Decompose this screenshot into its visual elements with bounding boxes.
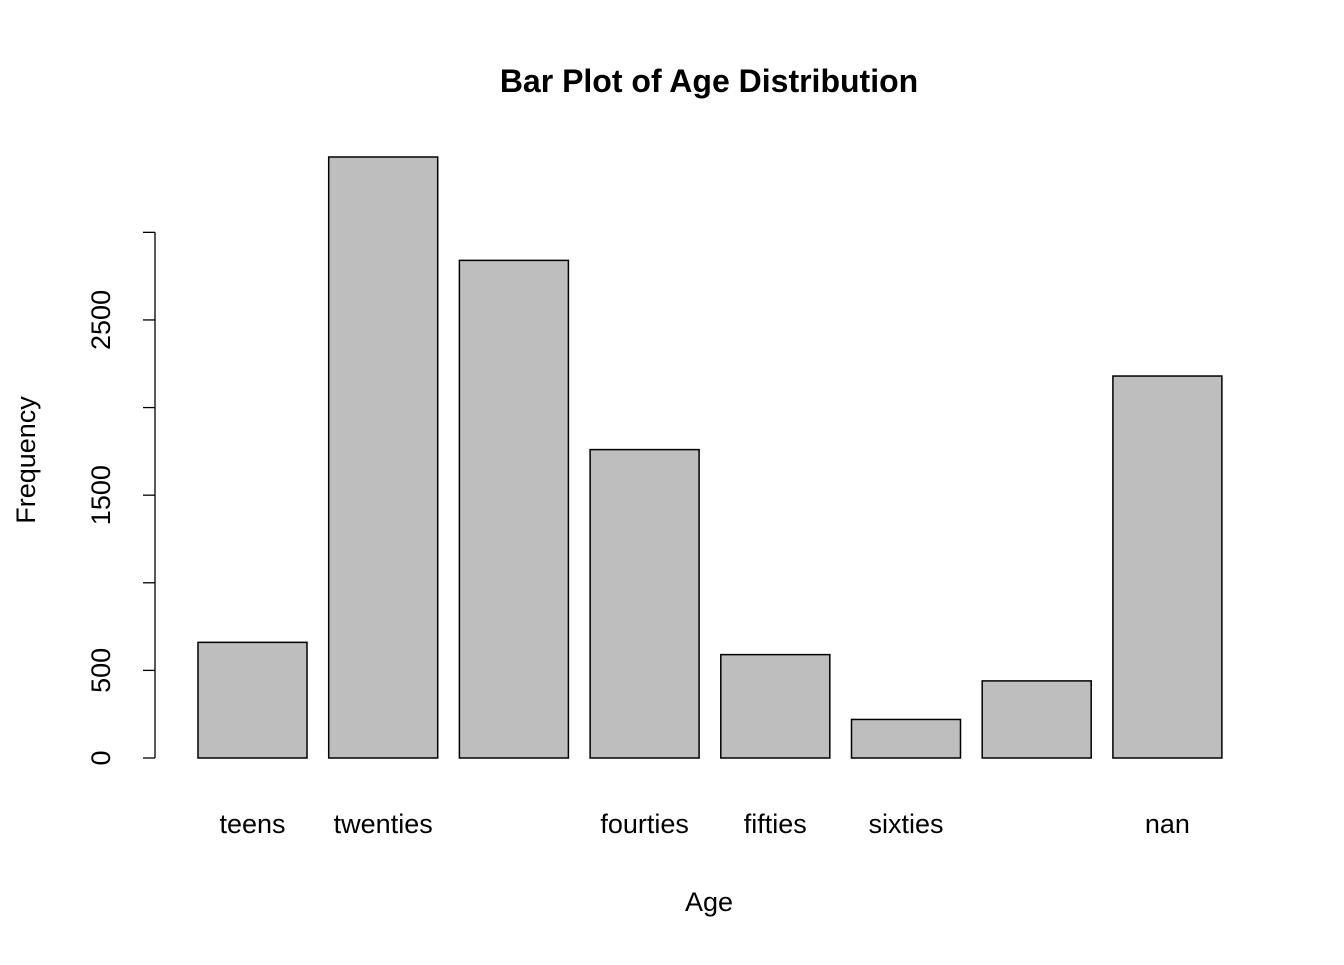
bar — [589, 448, 700, 759]
bar — [850, 718, 962, 759]
y-tick-label: 500 — [86, 648, 116, 693]
x-tick-label: sixties — [868, 809, 943, 839]
y-axis-label: Frequency — [11, 396, 41, 524]
x-axis-label: Age — [685, 887, 733, 917]
bar — [981, 680, 1092, 759]
bar — [458, 259, 570, 759]
x-tick-label: teens — [219, 809, 285, 839]
bar — [327, 156, 439, 759]
bar — [1112, 375, 1223, 759]
y-tick-label: 2500 — [86, 290, 116, 350]
y-tick-label: 0 — [86, 750, 116, 765]
bar — [720, 653, 831, 759]
x-tick-label: fifties — [744, 809, 807, 839]
x-tick-label: fourties — [600, 809, 689, 839]
chart-title: Bar Plot of Age Distribution — [500, 63, 918, 99]
x-tick-label: twenties — [334, 809, 433, 839]
bar — [197, 641, 308, 759]
y-tick-label: 1500 — [86, 465, 116, 525]
x-tick-label: nan — [1145, 809, 1190, 839]
